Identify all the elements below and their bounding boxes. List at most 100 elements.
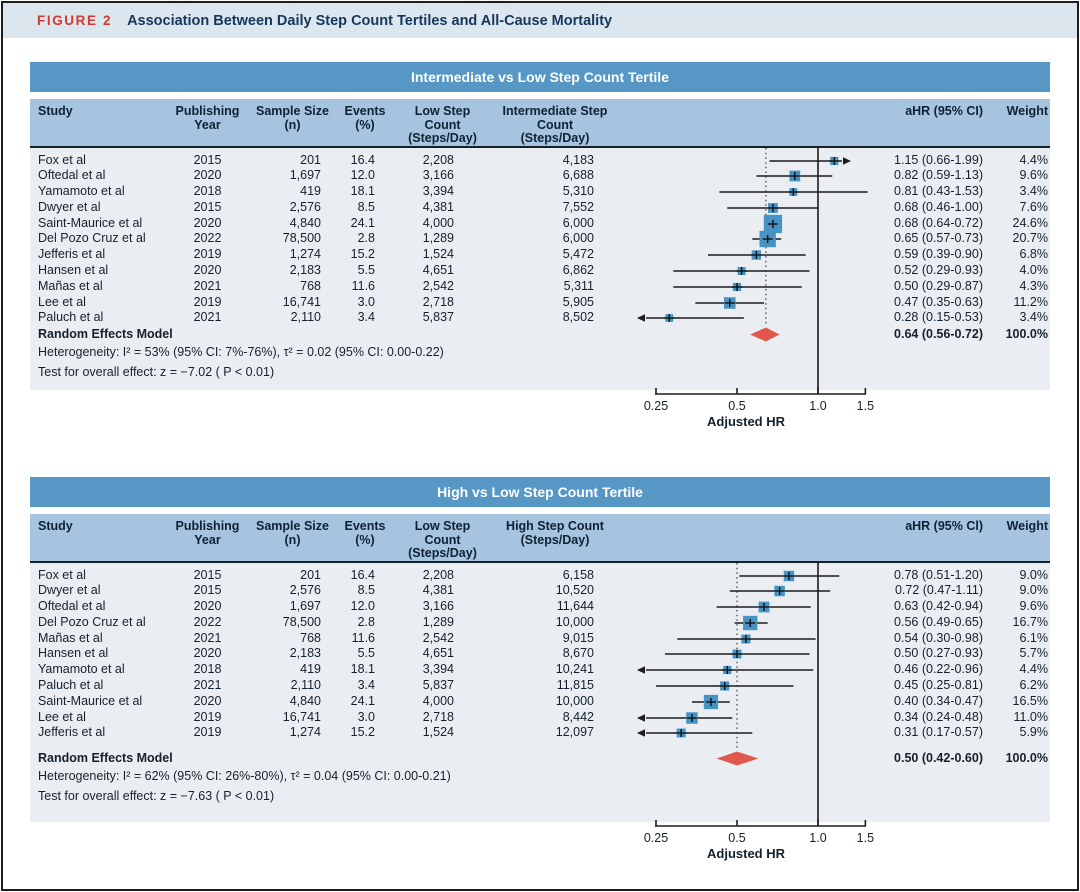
plot-spacer [620,615,865,631]
random-effects-label: Random Effects Model [38,327,173,342]
weight-cell: 16.7% [1012,614,1048,629]
hr-axis: 0.25 0.5 1.0 1.5 Adjusted HR [644,388,874,429]
panel-title: High vs Low Step Count Tertile [437,484,643,500]
plot-spacer [620,583,865,599]
column-header-sample-size-cell: Sample Size (n) [256,519,329,547]
ahr-cell: 0.50 (0.27-0.93) [894,646,983,661]
weight-cell: 7.6% [1019,199,1049,214]
table-row: Saint-Maurice et al 2020 4,840 24.1 4,000 6,0… [30,216,1050,232]
year-cell: 2020 [193,215,222,230]
sample-size-cell: 2,576 [289,583,321,598]
panel-high-vs-low: High vs Low Step Count Tertile Study Publ… [30,477,1050,873]
sample-size-cell: 419 [300,184,321,199]
overall-effect-note: Test for overall effect: z = −7.02 ( P <… [38,365,275,380]
column-header-plot-spacer [620,520,865,561]
column-header-low-steps-cell: Low Step Count (Steps/Day) [408,519,477,560]
weight-cell: 4.4% [1019,662,1049,677]
table-row: Dwyer et al 2015 2,576 8.5 4,381 7,552 0.68 (0… [30,200,1050,216]
year-cell: 2019 [193,709,222,724]
low-steps-cell: 2,718 [422,709,454,724]
axis-tick-label: 1.5 [857,831,874,845]
plot-spacer [620,694,865,710]
ahr-cell: 1.15 (0.66-1.99) [894,152,983,167]
steps-cell: 10,520 [555,583,594,598]
events-cell: 15.2 [350,247,375,262]
year-cell: 2019 [193,294,222,309]
table-row: Paluch et al 2021 2,110 3.4 5,837 11,815 0.45 … [30,678,1050,694]
column-header-year-cell: Publishing Year [175,104,240,132]
steps-cell: 6,000 [562,231,594,246]
axis-tick-label: 1.5 [857,399,874,413]
steps-cell: 4,183 [562,152,594,167]
plot-spacer [620,599,865,615]
weight-cell: 24.6% [1012,215,1048,230]
events-cell: 16.4 [350,152,375,167]
study-rows: Fox et al 2015 201 16.4 2,208 6,158 0.78 (0.51… [30,563,1050,742]
ahr-cell: 0.56 (0.49-0.65) [894,614,983,629]
panel-title: Intermediate vs Low Step Count Tertile [410,69,669,85]
plot-spacer [620,200,865,216]
low-steps-cell: 3,394 [422,662,454,677]
ahr-cell: 0.65 (0.57-0.73) [894,231,983,246]
events-cell: 12.0 [350,599,375,614]
panel-table: Study Publishing Year Sample Size (n) Events… [30,514,1050,823]
low-steps-cell: 5,837 [422,310,454,325]
column-header-plot-spacer [620,105,865,146]
low-steps-cell: 3,166 [422,168,454,183]
plot-spacer [620,662,865,678]
column-header-row: Study Publishing Year Sample Size (n) Events… [30,99,1050,148]
low-steps-cell: 3,394 [422,184,454,199]
pooled-ahr-value: 0.50 (0.42-0.60) [894,751,983,766]
steps-cell: 6,158 [562,567,594,582]
ahr-cell: 0.50 (0.29-0.87) [894,278,983,293]
ahr-cell: 0.63 (0.42-0.94) [894,599,983,614]
plot-spacer [620,568,865,584]
axis-tick-label: 0.25 [644,831,668,845]
ahr-cell: 0.46 (0.22-0.96) [894,662,983,677]
low-steps-cell: 1,289 [422,231,454,246]
steps-cell: 8,502 [562,310,594,325]
ahr-cell: 0.72 (0.47-1.11) [894,583,983,598]
ahr-cell: 0.68 (0.46-1.00) [894,199,983,214]
sample-size-cell: 1,697 [289,599,321,614]
table-row: Fox et al 2015 201 16.4 2,208 6,158 0.78 (0.51… [30,568,1050,584]
ahr-cell: 0.82 (0.59-1.13) [894,168,983,183]
table-row: Del Pozo Cruz et al 2022 78,500 2.8 1,289 6,0… [30,231,1050,247]
plot-spacer [620,216,865,232]
sample-size-cell: 1,274 [289,247,321,262]
study-cell: Dwyer et al [38,199,101,214]
study-cell: Saint-Maurice et al [38,215,143,230]
table-row: Oftedal et al 2020 1,697 12.0 3,166 11,644 0.6… [30,599,1050,615]
year-cell: 2022 [193,231,222,246]
sample-size-cell: 78,500 [282,614,321,629]
plot-spacer [620,263,865,279]
random-effects-row: Random Effects Model 0.64 (0.56-0.72) 10… [30,326,1050,343]
ahr-cell: 0.40 (0.34-0.47) [894,693,983,708]
axis-title: Adjusted HR [707,846,786,861]
low-steps-cell: 2,208 [422,152,454,167]
plot-spacer [620,153,865,169]
panel-title-bar: Intermediate vs Low Step Count Tertile [30,62,1050,92]
weight-cell: 9.0% [1019,583,1049,598]
ahr-cell: 0.52 (0.29-0.93) [894,263,983,278]
weight-cell: 4.3% [1019,278,1049,293]
events-cell: 3.4 [357,310,375,325]
weight-cell: 11.0% [1013,709,1048,724]
sample-size-cell: 1,274 [289,725,321,740]
table-row: Hansen et al 2020 2,183 5.5 4,651 8,670 0.50 (… [30,646,1050,662]
table-row: Mañas et al 2021 768 11.6 2,542 5,311 0.50 (0.… [30,279,1050,295]
steps-cell: 10,241 [555,662,594,677]
figure-title-bar: FIGURE 2 Association Between Daily Step … [3,3,1077,38]
steps-cell: 6,000 [562,215,594,230]
table-row: Saint-Maurice et al 2020 4,840 24.1 4,000 10,… [30,694,1050,710]
sample-size-cell: 2,110 [290,310,321,325]
study-cell: Dwyer et al [38,583,101,598]
year-cell: 2020 [193,599,222,614]
sample-size-cell: 2,576 [289,199,321,214]
plot-spacer [620,310,865,326]
weight-cell: 11.2% [1013,294,1048,309]
year-cell: 2015 [193,199,222,214]
low-steps-cell: 2,208 [422,567,454,582]
low-steps-cell: 2,542 [422,630,454,645]
table-row: Fox et al 2015 201 16.4 2,208 4,183 1.15 (0.66… [30,153,1050,169]
